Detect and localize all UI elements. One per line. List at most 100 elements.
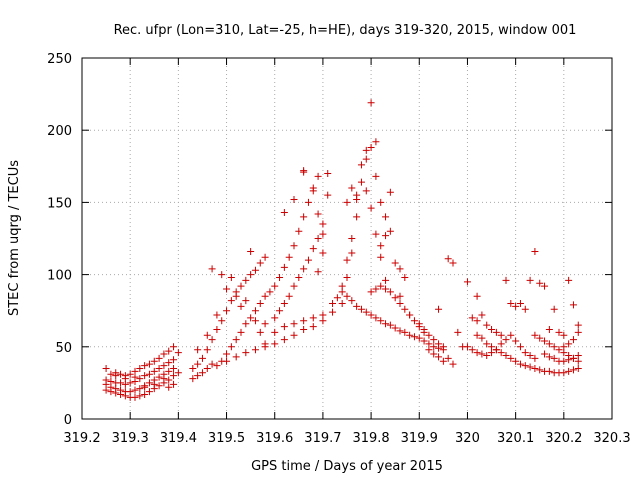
data-point-plus [198,369,206,377]
x-tick-label: 320 [455,431,480,446]
data-point-plus [541,337,549,345]
data-point-plus [531,331,539,339]
data-point-plus [396,292,404,300]
data-point-plus [189,364,197,372]
data-point-plus [565,276,573,284]
data-point-plus [382,232,390,240]
data-point-plus [478,350,486,358]
data-point-plus [208,336,216,344]
data-point-plus [569,301,577,309]
data-point-plus [574,321,582,329]
data-point-plus [165,359,173,367]
data-point-plus [468,314,476,322]
data-point-plus [256,328,264,336]
data-point-plus [280,299,288,307]
data-point-plus [420,337,428,345]
data-point-plus [251,307,259,315]
data-point-plus [314,172,322,180]
data-point-plus [314,210,322,218]
data-point-plus [131,373,139,381]
data-point-plus [569,366,577,374]
data-point-plus [343,198,351,206]
data-point-plus [121,375,129,383]
data-point-plus [141,383,149,391]
data-point-plus [348,297,356,305]
data-point-plus [112,369,120,377]
data-point-plus [107,388,115,396]
data-point-plus [348,184,356,192]
data-point-plus [290,331,298,339]
data-point-plus [357,178,365,186]
x-axis-ticks: 319.2 319.3 319.4 319.5 319.6 319.7 319.8 319.9… [63,58,631,446]
data-point-plus [463,343,471,351]
data-point-plus [261,320,269,328]
data-point-plus [170,380,178,388]
data-point-plus [396,299,404,307]
data-point-plus [208,265,216,273]
data-point-plus [507,354,515,362]
data-point-plus [348,249,356,257]
data-points [102,99,582,401]
data-point-plus [160,350,168,358]
data-point-plus [353,213,361,221]
data-point-plus [435,340,443,348]
data-point-plus [155,354,163,362]
y-axis-ticks: 0 50 100 150 200 250 [47,52,612,428]
data-point-plus [541,350,549,358]
data-point-plus [285,292,293,300]
data-point-plus [280,336,288,344]
data-point-plus [372,314,380,322]
data-point-plus [290,242,298,250]
data-point-plus [304,256,312,264]
data-point-plus [271,328,279,336]
data-point-plus [502,276,510,284]
data-point-plus [165,383,173,391]
data-point-plus [473,331,481,339]
data-point-plus [213,362,221,370]
data-point-plus [102,386,110,394]
data-point-plus [170,372,178,380]
data-point-plus [569,354,577,362]
data-point-plus [536,366,544,374]
data-point-plus [309,187,317,195]
data-point-plus [194,360,202,368]
data-point-plus [155,364,163,372]
data-point-plus [396,327,404,335]
data-point-plus [377,253,385,261]
data-point-plus [251,266,259,274]
data-point-plus [145,379,153,387]
data-point-plus [372,230,380,238]
data-point-plus [382,213,390,221]
data-point-plus [425,346,433,354]
data-point-plus [386,321,394,329]
data-point-plus [251,346,259,354]
y-axis-label: STEC from uqrg / TECUs [7,160,22,316]
data-point-plus [439,357,447,365]
data-point-plus [256,259,264,267]
data-point-plus [386,227,394,235]
data-point-plus [300,325,308,333]
data-point-plus [300,168,308,176]
data-point-plus [165,376,173,384]
data-point-plus [295,273,303,281]
data-point-plus [227,343,235,351]
data-point-plus [131,386,139,394]
data-point-plus [382,320,390,328]
data-point-plus [382,285,390,293]
data-point-plus [478,334,486,342]
data-point-plus [242,320,250,328]
data-point-plus [507,331,515,339]
data-point-plus [415,334,423,342]
data-point-plus [348,235,356,242]
data-point-plus [430,336,438,344]
data-point-plus [218,317,226,325]
data-point-plus [516,343,524,351]
data-point-plus [338,282,346,290]
data-point-plus [338,299,346,307]
data-point-plus [502,336,510,344]
data-point-plus [521,362,529,370]
data-point-plus [377,282,385,290]
data-point-plus [488,343,496,351]
data-point-plus [377,198,385,206]
